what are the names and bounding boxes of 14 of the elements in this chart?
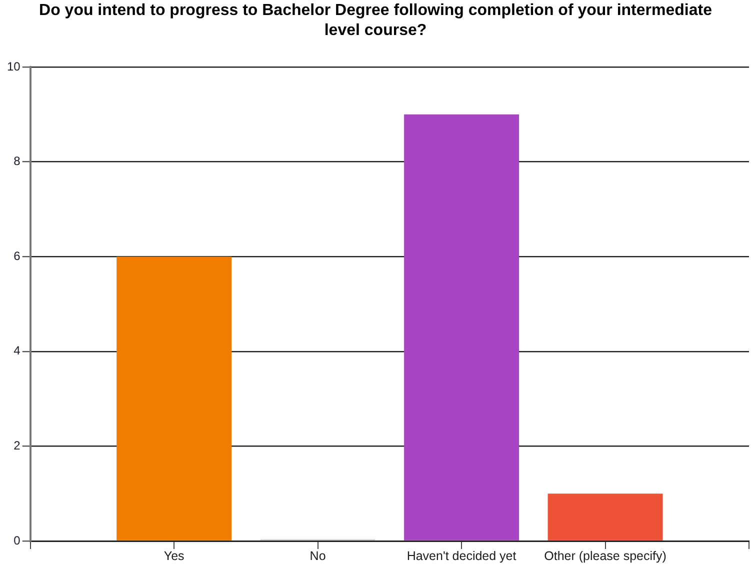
y-tick-label: 8: [14, 154, 21, 168]
chart-title: Do you intend to progress to Bachelor Degree following completion of your intermediate level course?: [38, 1, 713, 41]
y-tick-label: 2: [14, 438, 21, 453]
y-tick-label: 0: [14, 533, 21, 548]
y-tick-label: 10: [6, 59, 21, 74]
bar: [548, 494, 663, 540]
x-tick-label: Other (please specify): [544, 549, 666, 564]
x-tick-label: No: [310, 549, 326, 564]
y-tick-label: 6: [14, 248, 21, 263]
bar: [116, 256, 232, 540]
y-tick-label: 4: [14, 344, 21, 358]
bar: [404, 114, 520, 540]
x-tick-label: Yes: [164, 549, 184, 564]
x-tick-label: Haven't decided yet: [406, 549, 516, 564]
